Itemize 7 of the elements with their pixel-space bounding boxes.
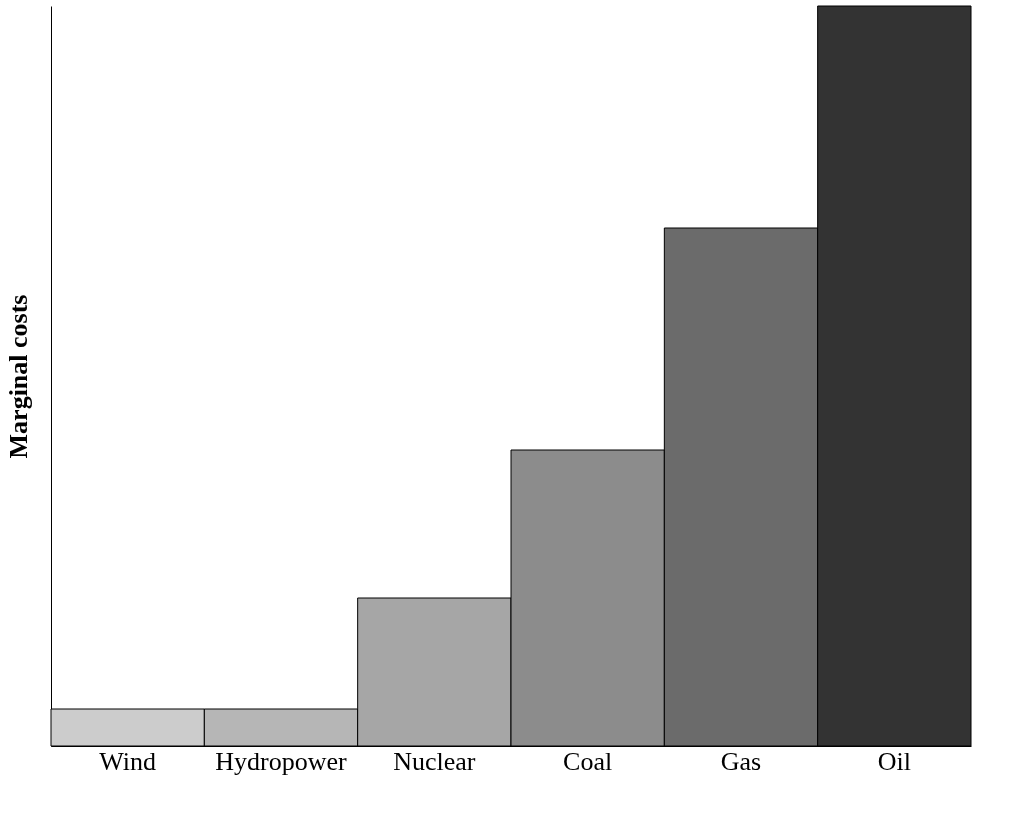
x-tick-label: Gas (720, 746, 762, 776)
x-tick-label: Nuclear (393, 746, 476, 776)
y-axis-title: Marginal costs (3, 294, 33, 459)
x-tick-label: Oil (877, 746, 911, 776)
x-tick-label: Wind (99, 746, 157, 776)
x-tick-label: Coal (563, 746, 613, 776)
x-tick-label: Hydropower (215, 746, 348, 776)
